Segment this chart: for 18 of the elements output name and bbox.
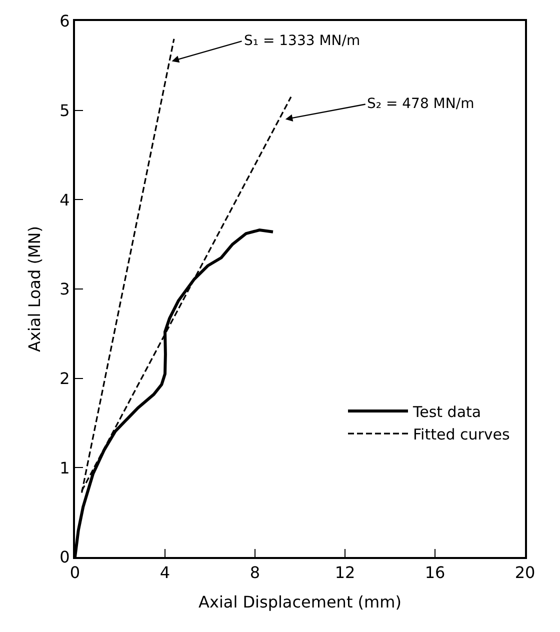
x-axis-title: Axial Displacement (mm)	[198, 592, 402, 612]
x-tick-label: 20	[514, 563, 536, 582]
y-tick-label: 3	[60, 280, 70, 299]
y-tick-label: 4	[60, 190, 70, 210]
y-tick-label: 0	[60, 548, 70, 567]
y-tick-label: 1	[60, 458, 70, 478]
y-tick-label: 6	[60, 12, 70, 31]
y-tick-label: 5	[60, 100, 70, 120]
annotation: S₁ = 1333 MN/m	[244, 33, 360, 49]
y-axis-title: Axial Load (MN)	[25, 226, 44, 352]
legend-label: Fitted curves	[413, 425, 510, 444]
y-tick-label: 2	[60, 368, 70, 388]
x-tick-label: 4	[160, 563, 170, 582]
legend-label: Test data	[412, 402, 482, 421]
x-tick-label: 16	[424, 563, 446, 582]
x-tick-label: 12	[334, 563, 356, 582]
x-tick-label: 8	[250, 563, 260, 582]
annotation: S₂ = 478 MN/m	[367, 96, 474, 112]
